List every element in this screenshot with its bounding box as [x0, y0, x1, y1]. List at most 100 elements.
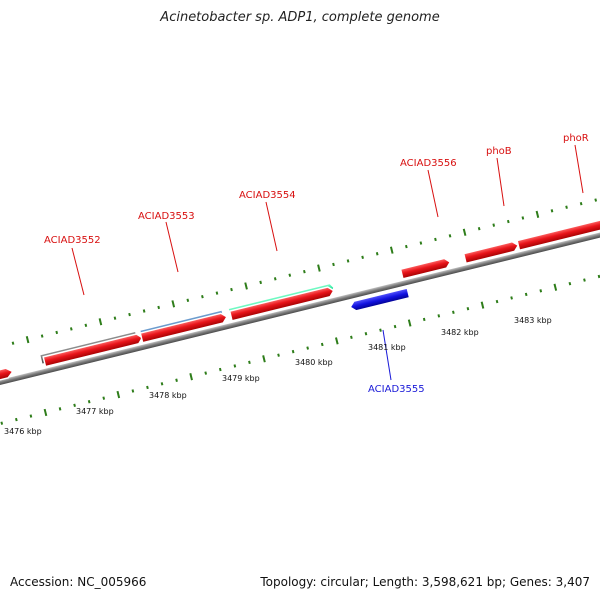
upper-tick-42 — [419, 241, 423, 245]
lower-tick-45 — [480, 301, 485, 309]
lower-tick-32 — [291, 349, 295, 354]
leader-aciad3555 — [382, 329, 392, 381]
upper-tick-14 — [11, 341, 15, 345]
upper-tick-21 — [113, 316, 117, 320]
lower-tick-29 — [248, 360, 251, 365]
upper-tick-32 — [273, 277, 277, 281]
upper-tick-47 — [492, 223, 496, 227]
upper-tick-19 — [84, 323, 88, 328]
upper-tick-27 — [201, 294, 204, 299]
lower-tick-48 — [524, 292, 528, 297]
upper-tick-48 — [506, 219, 510, 224]
gene-arrow-aciad3553[interactable] — [139, 312, 228, 344]
upper-tick-53 — [579, 201, 583, 206]
lower-tick-17 — [73, 403, 76, 407]
scale-label-3477: 3477 kbp — [76, 407, 114, 416]
upper-tick-34 — [303, 269, 306, 274]
gene-label-aciad3555[interactable]: ACIAD3555 — [368, 384, 425, 395]
upper-tick-15 — [25, 335, 30, 344]
upper-tick-25 — [171, 300, 176, 308]
upper-tick-40 — [389, 246, 394, 254]
lower-tick-33 — [306, 346, 310, 350]
lower-tick-24 — [175, 378, 178, 382]
gene-label-aciad3556[interactable]: ACIAD3556 — [400, 158, 457, 169]
upper-tick-23 — [142, 309, 146, 313]
lower-tick-35 — [335, 337, 339, 345]
lower-tick-16 — [58, 407, 62, 411]
upper-tick-36 — [332, 262, 335, 267]
upper-tick-22 — [128, 312, 131, 317]
upper-tick-20 — [98, 318, 103, 326]
upper-tick-41 — [405, 244, 408, 249]
upper-tick-37 — [346, 259, 350, 263]
lower-tick-15 — [43, 408, 48, 417]
upper-tick-44 — [448, 234, 452, 238]
gene-label-aciad3552[interactable]: ACIAD3552 — [44, 235, 101, 246]
gene-arrow-aciad3555[interactable] — [349, 287, 411, 312]
lower-tick-14 — [29, 414, 33, 418]
upper-tick-43 — [434, 237, 437, 242]
upper-tick-28 — [215, 291, 219, 295]
genome-summary: Topology: circular; Length: 3,598,621 bp… — [260, 575, 590, 589]
upper-tick-35 — [317, 264, 321, 272]
lower-tick-27 — [218, 367, 222, 372]
lower-tick-28 — [233, 364, 237, 368]
scale-label-3478: 3478 kbp — [149, 391, 187, 400]
upper-tick-18 — [69, 327, 73, 331]
lower-tick-37 — [364, 332, 368, 336]
upper-tick-54 — [594, 198, 598, 202]
lower-tick-42 — [437, 314, 441, 318]
gene-arrow-left-edge[interactable] — [0, 367, 14, 388]
gene-arrow-phor[interactable] — [516, 212, 600, 252]
genome-backbone — [0, 186, 600, 430]
lower-tick-26 — [204, 371, 208, 375]
leader-phob — [496, 157, 505, 207]
lower-tick-22 — [146, 385, 149, 390]
label-leaders — [71, 144, 584, 381]
gene-label-phob[interactable]: phoB — [486, 146, 512, 157]
upper-tick-50 — [535, 210, 540, 219]
scale-label-3482: 3482 kbp — [441, 328, 479, 337]
lower-tick-23 — [160, 382, 164, 386]
upper-tick-track — [11, 198, 598, 345]
lower-tick-30 — [262, 355, 266, 363]
upper-tick-31 — [259, 280, 262, 285]
lower-tick-38 — [379, 328, 382, 332]
lower-tick-43 — [452, 310, 455, 314]
upper-tick-17 — [55, 330, 59, 335]
lower-tick-12 — [0, 421, 4, 425]
gene-arrow-aciad3552[interactable] — [42, 333, 144, 368]
leader-aciad3552 — [71, 247, 85, 296]
scale-label-3476: 3476 kbp — [4, 427, 42, 436]
scale-label-3480: 3480 kbp — [295, 358, 333, 367]
gene-label-phor[interactable]: phoR — [563, 133, 589, 144]
upper-tick-33 — [288, 273, 292, 277]
upper-tick-49 — [521, 216, 525, 220]
lower-tick-track — [0, 274, 600, 425]
scale-label-3481: 3481 kbp — [368, 343, 406, 352]
lower-tick-21 — [131, 389, 135, 393]
page-title: Acinetobacter sp. ADP1, complete genome — [160, 10, 440, 25]
gene-label-aciad3553[interactable]: ACIAD3553 — [138, 211, 195, 222]
upper-tick-45 — [462, 228, 467, 236]
upper-tick-38 — [361, 255, 364, 260]
lower-tick-47 — [510, 296, 513, 300]
lower-tick-46 — [495, 299, 499, 304]
lower-tick-39 — [393, 324, 397, 329]
upper-tick-46 — [477, 227, 481, 231]
upper-tick-24 — [157, 305, 161, 310]
gene-arrow-aciad3556[interactable] — [399, 257, 452, 280]
gene-labels: ACIAD3552 ACIAD3553 ACIAD3554 ACIAD3556 … — [44, 133, 589, 395]
lower-tick-52 — [583, 278, 586, 282]
gene-label-aciad3554[interactable]: ACIAD3554 — [239, 190, 296, 201]
lower-tick-18 — [87, 400, 91, 404]
scale-label-3483: 3483 kbp — [514, 316, 552, 325]
lower-tick-44 — [466, 307, 470, 311]
upper-tick-52 — [565, 205, 568, 209]
leader-phor — [574, 144, 584, 194]
lower-tick-25 — [189, 373, 193, 381]
gene-arrow-aciad3554[interactable] — [228, 286, 335, 322]
gene-arrow-phob[interactable] — [462, 240, 520, 265]
upper-tick-30 — [244, 282, 248, 290]
